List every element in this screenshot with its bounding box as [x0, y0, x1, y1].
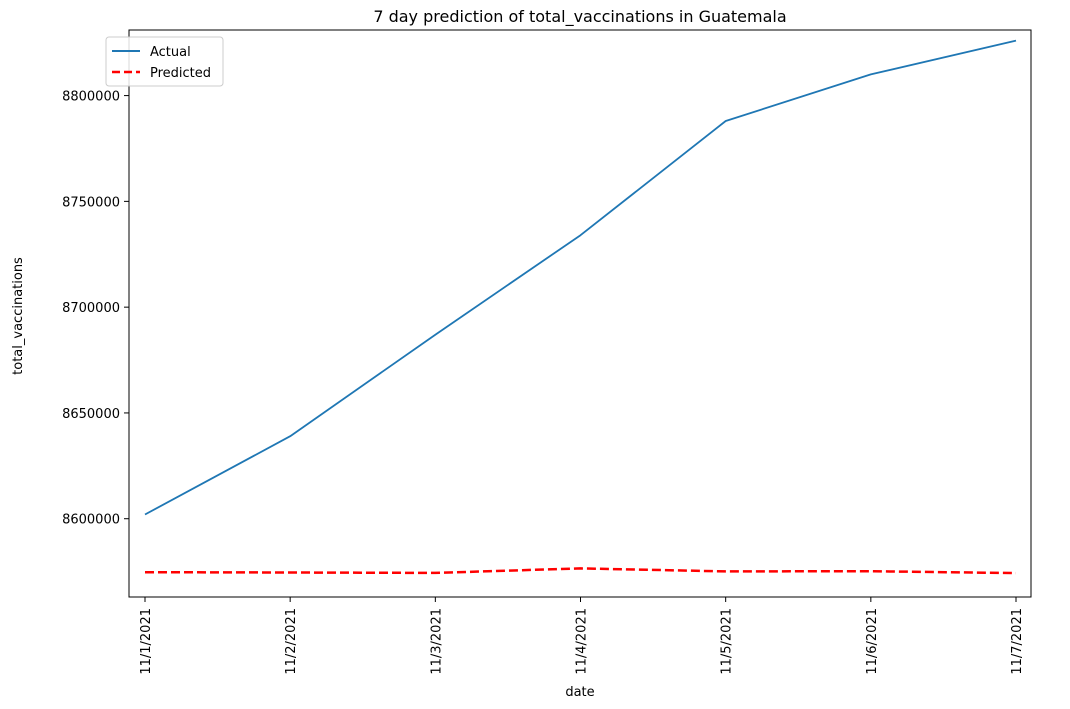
x-tick-label: 11/7/2021	[1010, 608, 1025, 675]
y-tick-label: 8650000	[62, 407, 120, 422]
legend-label-predicted: Predicted	[150, 66, 211, 81]
legend-box	[105, 36, 224, 87]
series-line-actual	[144, 39, 1017, 516]
x-tick-label: 11/2/2021	[284, 608, 299, 675]
y-tick-label: 8750000	[62, 195, 120, 210]
chart-title: 7 day prediction of total_vaccinations i…	[373, 7, 786, 27]
y-axis: 8600000 8650000 8700000 8750000 8800000	[62, 90, 129, 528]
legend: Actual Predicted	[105, 36, 224, 87]
y-tick-label: 8600000	[62, 513, 120, 528]
y-tick-label: 8800000	[62, 90, 120, 105]
y-axis-title: total_vaccinations	[11, 257, 26, 375]
x-tick-label: 11/1/2021	[139, 608, 154, 675]
y-tick-label: 8700000	[62, 301, 120, 316]
x-tick-label: 11/5/2021	[720, 608, 735, 675]
series-layer	[144, 39, 1017, 575]
series-line-predicted	[144, 567, 1017, 575]
x-tick-label: 11/6/2021	[865, 608, 880, 675]
plot-area-frame	[128, 29, 1032, 598]
x-axis-title: date	[565, 685, 594, 700]
x-tick-label: 11/3/2021	[429, 608, 444, 675]
legend-label-actual: Actual	[150, 45, 191, 60]
x-axis: 11/1/2021 11/2/2021 11/3/2021 11/4/2021 11/5…	[139, 597, 1025, 675]
x-tick-label: 11/4/2021	[575, 608, 590, 675]
